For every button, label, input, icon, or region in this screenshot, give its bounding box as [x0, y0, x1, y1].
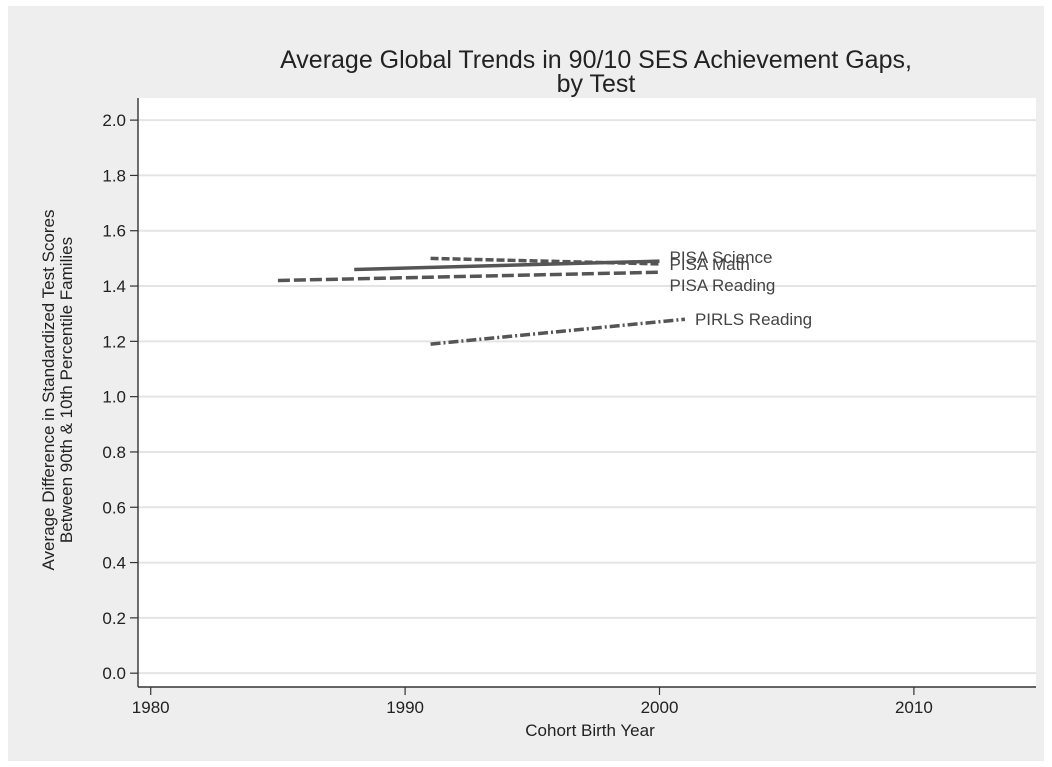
y-tick-label: 1.6	[102, 222, 126, 241]
y-tick-label: 0.0	[102, 664, 126, 683]
y-axis-label-line2: Between 90th & 10th Percentile Families	[57, 237, 76, 543]
x-axis-label: Cohort Birth Year	[525, 721, 655, 740]
y-tick-label: 1.0	[102, 388, 126, 407]
series-label: PISA Science	[670, 248, 773, 267]
series-label: PISA Reading	[670, 276, 776, 295]
x-tick-label: 1980	[132, 698, 170, 717]
series-group	[277, 256, 686, 346]
chart-title: Average Global Trends in 90/10 SES Achie…	[280, 46, 912, 74]
axes: 0.0 0.2 0.4 0.6 0.8 1.0 1.2 1.4 1.6 1.8 2.0 1980 199…	[102, 98, 1036, 717]
x-tick-label: 2010	[895, 698, 933, 717]
y-tick-label: 0.2	[102, 609, 126, 628]
y-tick-label: 0.4	[102, 554, 126, 573]
plot-area	[138, 98, 1036, 687]
y-tick-label: 1.4	[102, 277, 126, 296]
series-label: PIRLS Reading	[695, 310, 812, 329]
y-tick-label: 2.0	[102, 111, 126, 130]
series-label: PISA Math	[670, 255, 750, 274]
y-tick-label: 0.6	[102, 498, 126, 517]
y-tick-label: 1.2	[102, 332, 126, 351]
x-tick-label: 1990	[386, 698, 424, 717]
grid	[138, 119, 1036, 675]
x-tick-label: 2000	[641, 698, 679, 717]
y-tick-label: 0.8	[102, 443, 126, 462]
series-line	[354, 259, 660, 272]
y-axis-label: Average Difference in Standardized Test …	[39, 210, 58, 571]
chart-svg: Average Global Trends in 90/10 SES Achie…	[39, 46, 1036, 740]
chart: Average Global Trends in 90/10 SES Achie…	[8, 6, 1044, 761]
chart-subtitle: by Test	[557, 70, 636, 98]
y-tick-label: 1.8	[102, 166, 126, 185]
series-line	[430, 317, 686, 346]
